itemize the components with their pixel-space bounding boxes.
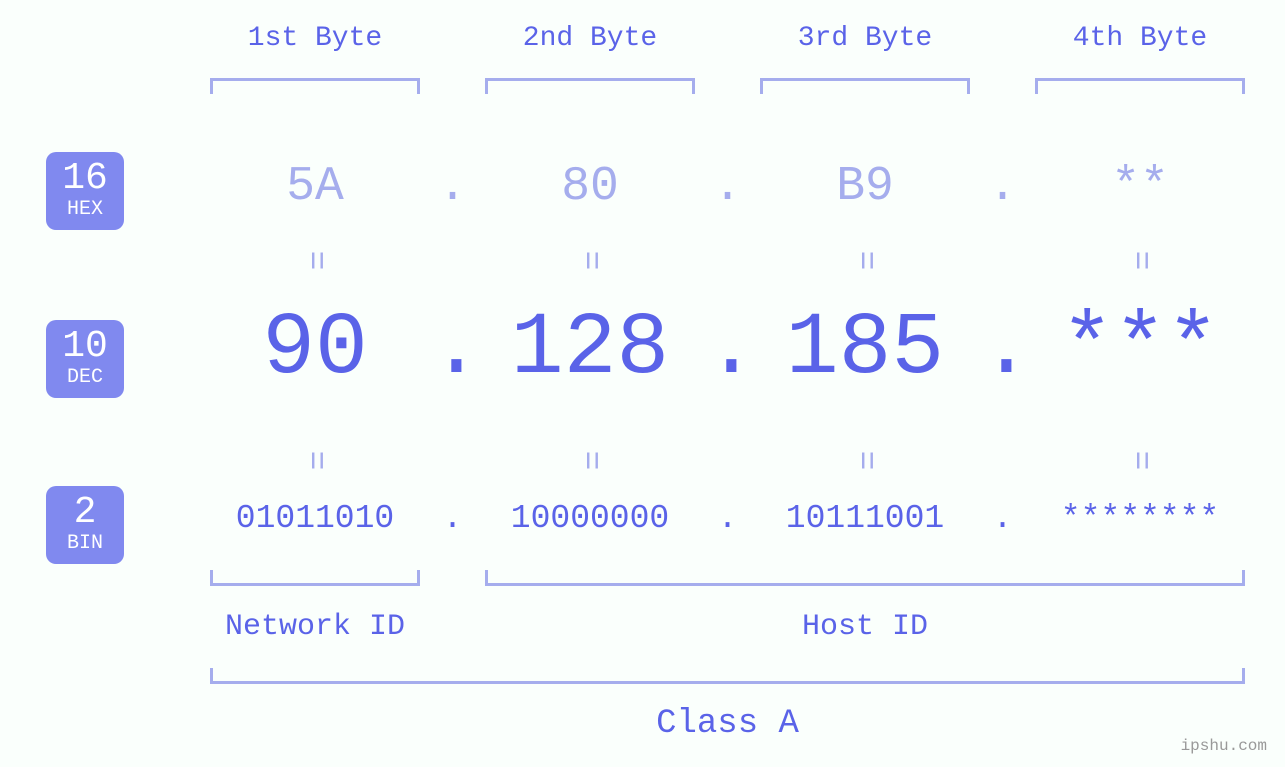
eq-hex-dec-2: = [572,246,609,276]
hex-badge: 16 HEX [46,152,124,230]
network-id-bracket [210,570,420,586]
byte-3-label: 3rd Byte [750,23,980,54]
bin-badge: 2 BIN [46,486,124,564]
hex-byte-1: 5A [200,160,430,214]
network-id-label: Network ID [200,610,430,644]
hex-byte-4: ** [1025,160,1255,214]
hex-dot-1: . [430,160,475,214]
host-id-bracket [485,570,1245,586]
byte-1-label: 1st Byte [200,23,430,54]
eq-dec-bin-2: = [572,446,609,476]
byte-2-label: 2nd Byte [475,23,705,54]
class-label: Class A [200,705,1255,743]
bin-dot-3: . [980,500,1025,537]
byte-1-bracket [210,78,420,94]
eq-hex-dec-1: = [297,246,334,276]
hex-dot-2: . [705,160,750,214]
bin-byte-3: 10111001 [750,500,980,537]
hex-base-num: 16 [46,160,124,198]
ip-diagram: 1st Byte 2nd Byte 3rd Byte 4th Byte 16 H… [0,0,1285,767]
dec-dot-3: . [980,300,1025,399]
dec-badge: 10 DEC [46,320,124,398]
bin-byte-1: 01011010 [200,500,430,537]
bin-base-name: BIN [46,534,124,554]
eq-hex-dec-3: = [847,246,884,276]
eq-hex-dec-4: = [1122,246,1159,276]
dec-base-num: 10 [46,328,124,366]
bin-base-num: 2 [46,494,124,532]
dec-byte-3: 185 [750,300,980,399]
dec-base-name: DEC [46,368,124,388]
byte-3-bracket [760,78,970,94]
byte-4-label: 4th Byte [1025,23,1255,54]
eq-dec-bin-4: = [1122,446,1159,476]
class-bracket [210,668,1245,684]
bin-byte-4: ******** [1025,500,1255,537]
dec-dot-2: . [705,300,750,399]
dec-byte-2: 128 [475,300,705,399]
bin-byte-2: 10000000 [475,500,705,537]
dec-byte-4: *** [1025,300,1255,399]
dec-dot-1: . [430,300,475,399]
hex-byte-2: 80 [475,160,705,214]
bin-dot-1: . [430,500,475,537]
dec-byte-1: 90 [200,300,430,399]
eq-dec-bin-1: = [297,446,334,476]
watermark: ipshu.com [1181,737,1267,755]
eq-dec-bin-3: = [847,446,884,476]
hex-byte-3: B9 [750,160,980,214]
byte-4-bracket [1035,78,1245,94]
host-id-label: Host ID [475,610,1255,644]
byte-2-bracket [485,78,695,94]
hex-dot-3: . [980,160,1025,214]
hex-base-name: HEX [46,200,124,220]
bin-dot-2: . [705,500,750,537]
